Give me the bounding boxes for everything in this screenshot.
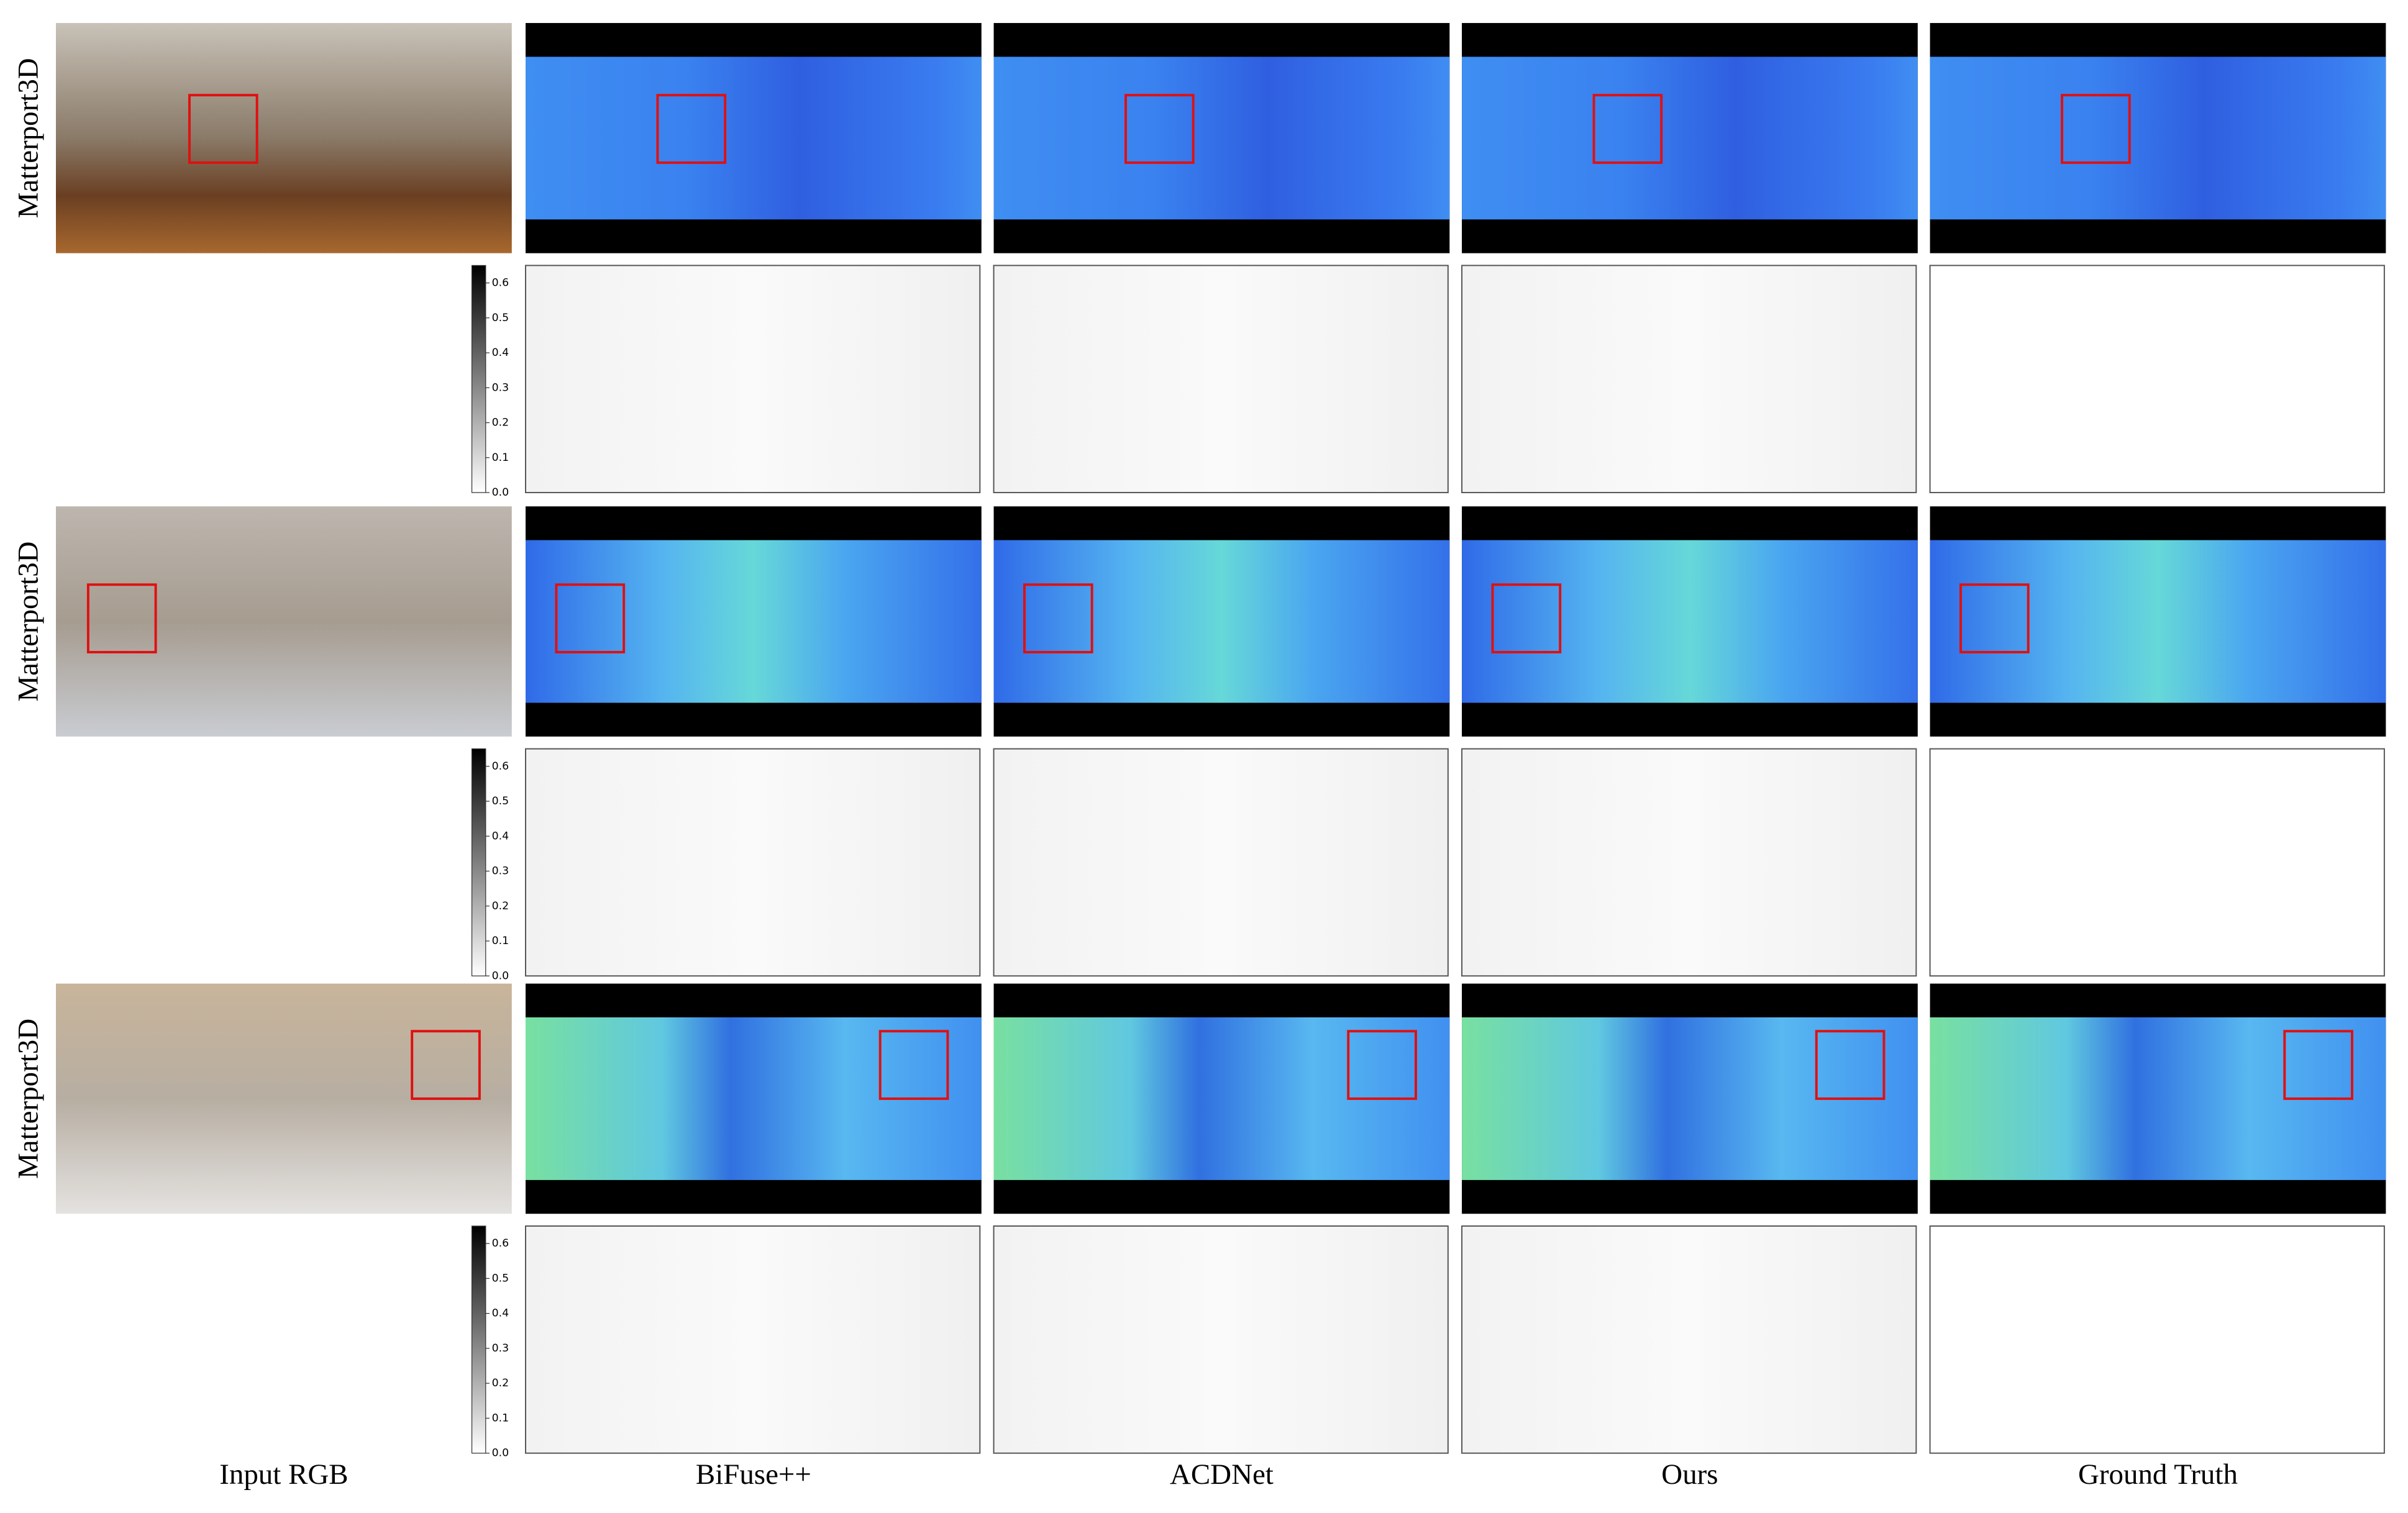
zoom-box	[86, 583, 157, 653]
colorbar-tick-label: 0.2	[492, 900, 509, 912]
depth-map-content	[1930, 57, 2386, 220]
zoom-box	[1959, 583, 2030, 653]
zoom-box	[555, 583, 626, 653]
depth-map-content	[526, 540, 982, 703]
depth-map-content	[1462, 540, 1918, 703]
zoom-box	[878, 1030, 949, 1100]
error-map	[525, 1225, 981, 1454]
zoom-box	[411, 1030, 481, 1100]
colorbar	[471, 265, 486, 493]
colorbar-tick-label: 0.1	[492, 1412, 509, 1424]
zoom-box	[1347, 1030, 1417, 1100]
colorbar-tick-label: 0.5	[492, 1272, 509, 1284]
error-map	[993, 1225, 1449, 1454]
zoom-box	[188, 94, 258, 164]
colorbar-tick-label: 0.4	[492, 830, 509, 842]
depth-map-content	[1462, 57, 1918, 220]
zoom-box	[2061, 94, 2131, 164]
error-map	[1461, 265, 1917, 494]
colorbar-tick-label: 0.6	[492, 1237, 509, 1250]
colorbar-tick-label: 0.2	[492, 1377, 509, 1389]
colorbar-tick-label: 0.1	[492, 452, 509, 464]
colorbar-tick-label: 0.4	[492, 1307, 509, 1320]
row-label: Matterport3D	[12, 58, 44, 218]
column-label: ACDNet	[1170, 1458, 1274, 1491]
input-image	[56, 23, 512, 253]
colorbar-tick-label: 0.2	[492, 417, 509, 429]
zoom-box	[656, 94, 727, 164]
colorbar-tick-label: 0.3	[492, 1342, 509, 1355]
colorbar-tick-label: 0.1	[492, 935, 509, 947]
error-map	[525, 265, 981, 494]
error-map	[1929, 265, 2385, 494]
colorbar-tick-label: 0.5	[492, 795, 509, 807]
colorbar-tick-label: 0.0	[492, 970, 509, 982]
zoom-box	[1592, 94, 1663, 164]
colorbar-tick-label: 0.3	[492, 381, 509, 394]
colorbar-tick-label: 0.4	[492, 347, 509, 359]
colorbar-tick-label: 0.3	[492, 865, 509, 878]
zoom-box	[2283, 1030, 2353, 1100]
row-label: Matterport3D	[12, 542, 44, 702]
depth-map-content	[1930, 540, 2386, 703]
error-map	[993, 748, 1449, 977]
colorbar	[471, 748, 486, 976]
error-map	[1929, 1225, 2385, 1454]
colorbar-tick-label: 0.6	[492, 760, 509, 773]
zoom-box	[1815, 1030, 1886, 1100]
column-label: Input RGB	[219, 1458, 348, 1491]
zoom-box	[1124, 94, 1195, 164]
column-label: Ground Truth	[2078, 1458, 2238, 1491]
colorbar-tick-label: 0.0	[492, 486, 509, 499]
error-map	[1461, 1225, 1917, 1454]
colorbar	[471, 1225, 486, 1454]
zoom-box	[1023, 583, 1093, 653]
colorbar-tick-label: 0.5	[492, 312, 509, 324]
error-map	[1461, 748, 1917, 977]
error-map	[525, 748, 981, 977]
depth-map-content	[993, 57, 1450, 220]
input-image	[56, 506, 512, 737]
depth-map-content	[526, 57, 982, 220]
column-label: BiFuse++	[696, 1458, 811, 1491]
error-map	[993, 265, 1449, 494]
column-label: Ours	[1661, 1458, 1718, 1491]
zoom-box	[1491, 583, 1562, 653]
row-label: Matterport3D	[12, 1019, 44, 1179]
colorbar-tick-label: 0.6	[492, 277, 509, 289]
colorbar-tick-label: 0.0	[492, 1447, 509, 1460]
error-map	[1929, 748, 2385, 977]
depth-map-content	[993, 540, 1450, 703]
